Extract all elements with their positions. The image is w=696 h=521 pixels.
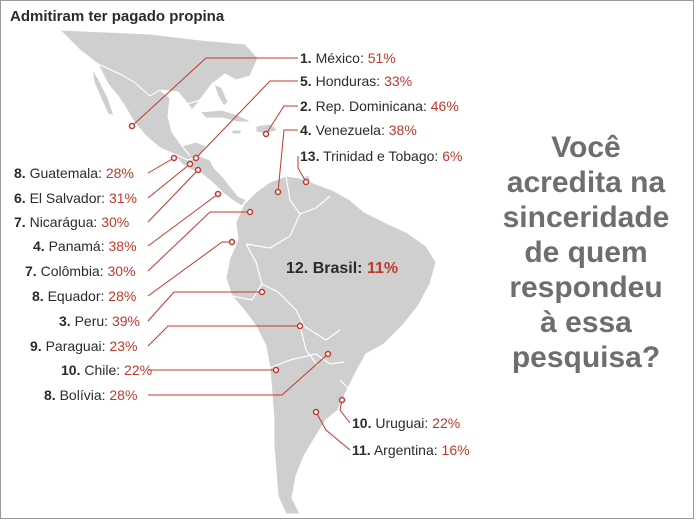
question-line: à essa (540, 306, 632, 339)
label-el-salvador: 6. El Salvador: 31% (14, 190, 137, 206)
central-america-land (173, 153, 247, 207)
leader-guatemala (147, 157, 175, 174)
question-line: sinceridade (502, 201, 670, 234)
dot-el-salvador (186, 160, 194, 168)
question-line: acredita na (506, 166, 666, 199)
label-peru: 3. Peru: 39% (59, 313, 140, 329)
leader-panama (147, 193, 219, 247)
dot-trinidad (302, 178, 310, 186)
baja-land (91, 69, 115, 117)
label-bolivia: 8. Bolívia: 28% (44, 387, 138, 403)
dot-panama (214, 190, 222, 198)
label-chile: 10. Chile: 22% (61, 362, 153, 378)
leader-nicaragua (147, 169, 199, 223)
leader-paraguai (147, 325, 300, 347)
dot-chile (272, 366, 280, 374)
leader-rep-dominicana (265, 105, 298, 135)
hispaniola-land (255, 123, 280, 135)
label-paraguai: 9. Paraguai: 23% (30, 338, 138, 354)
question-line: de quem (524, 236, 648, 269)
dot-argentina (312, 408, 320, 416)
leader-venezuela (277, 129, 298, 193)
leader-honduras (195, 80, 298, 159)
label-argentina: 11. Argentina: 16% (352, 442, 470, 458)
dot-venezuela (274, 188, 282, 196)
label-honduras: 5. Honduras: 33% (300, 73, 413, 89)
dot-peru (258, 288, 266, 296)
label-venezuela: 4. Venezuela: 38% (300, 122, 417, 138)
leader-bolivia (148, 353, 329, 396)
dot-uruguai (338, 396, 346, 404)
dot-nicaragua (194, 166, 202, 174)
label-mexico: 1. México: 51% (300, 50, 396, 66)
dot-equador (228, 238, 236, 246)
question-line: pesquisa? (511, 341, 661, 374)
leader-el-salvador (147, 163, 191, 199)
leader-equador (147, 241, 232, 297)
label-uruguai: 10. Uruguai: 22% (352, 415, 461, 431)
label-nicaragua: 7. Nicarágua: 30% (14, 214, 130, 230)
dot-guatemala (170, 154, 178, 162)
dot-bolivia (324, 350, 332, 358)
question-line: respondeu (509, 271, 663, 304)
leader-peru (147, 291, 262, 322)
south-america-land (225, 175, 437, 515)
label-trinidad: 13. Trinidad e Tobago: 6% (300, 148, 463, 164)
leader-uruguai (339, 399, 351, 424)
cuba-land (198, 109, 253, 123)
leader-colombia (147, 211, 250, 272)
question-text: Você acredita na sinceridade de quem res… (496, 130, 676, 375)
dot-rep-dominicana (262, 130, 270, 138)
dot-honduras (192, 154, 200, 162)
question-line: Você (551, 131, 621, 164)
label-equador: 8. Equador: 28% (32, 288, 137, 304)
dot-mexico (128, 122, 136, 130)
dot-paraguai (296, 322, 304, 330)
jamaica-land (231, 129, 243, 135)
label-guatemala: 8. Guatemala: 28% (14, 165, 134, 181)
dot-colombia (246, 208, 254, 216)
mexico-land (96, 62, 207, 161)
florida-land (213, 83, 229, 107)
map-title: Admitiram ter pagado propina (10, 8, 225, 25)
label-brasil: 12. Brasil: 11% (286, 260, 399, 277)
label-panama: 4. Panamá: 38% (33, 238, 137, 254)
leader-argentina (315, 411, 351, 451)
leader-mexico (131, 57, 298, 127)
label-rep-dominicana: 2. Rep. Dominicana: 46% (300, 98, 459, 114)
leader-trinidad (297, 156, 307, 183)
label-colombia: 7. Colômbia: 30% (25, 263, 136, 279)
